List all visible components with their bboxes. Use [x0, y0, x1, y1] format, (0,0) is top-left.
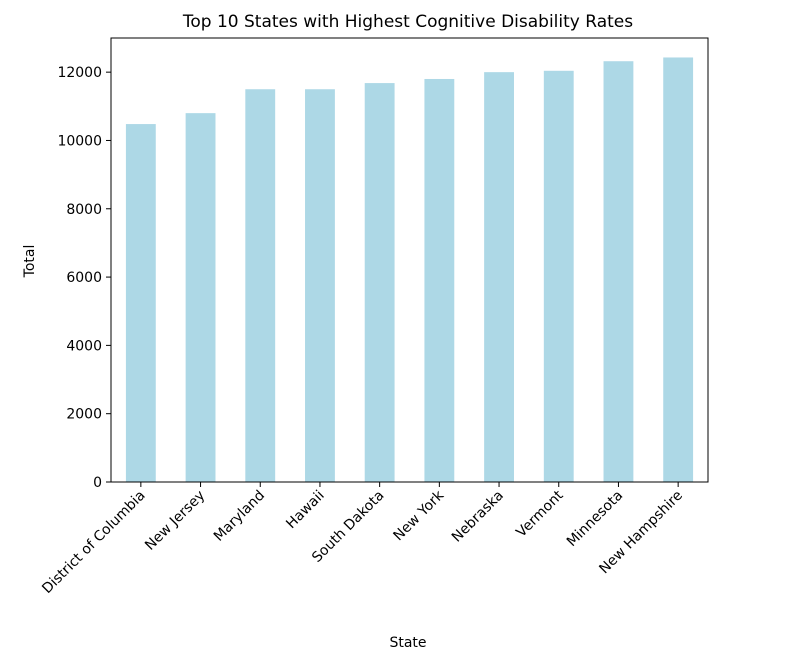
bar — [245, 89, 276, 482]
plot-frame — [110, 37, 709, 483]
x-tick-label: District of Columbia — [39, 488, 148, 597]
y-axis-label: Total — [22, 245, 38, 279]
y-tick-label: 4000 — [66, 338, 102, 354]
y-tick-label: 2000 — [66, 407, 102, 423]
bar — [185, 113, 216, 482]
bar — [125, 124, 156, 482]
x-tick-label: Maryland — [211, 488, 268, 545]
bar — [364, 83, 395, 482]
x-tick-label: Vermont — [513, 487, 567, 541]
x-tick-label: Nebraska — [449, 488, 507, 546]
y-tick-label: 12000 — [57, 65, 102, 81]
y-tick-label: 10000 — [57, 133, 102, 149]
plot-area: 0 2000 4000 6000 8000 10000 12000 District of C… — [39, 37, 709, 597]
x-axis-label: State — [389, 635, 426, 651]
y-tick-label: 0 — [93, 475, 102, 491]
x-tick-label: Hawaii — [283, 488, 327, 532]
y-tick-label: 8000 — [66, 202, 102, 218]
x-tick-label: Minnesota — [564, 488, 626, 550]
y-tick-label: 6000 — [66, 270, 102, 286]
x-tick-label: New York — [391, 487, 448, 544]
bar — [305, 89, 335, 482]
bar — [603, 61, 634, 482]
bar — [543, 70, 574, 482]
bar — [663, 57, 694, 482]
x-tick-label: New Jersey — [142, 488, 208, 554]
chart-title: Top 10 States with Highest Cognitive Dis… — [182, 12, 633, 32]
bar — [484, 72, 514, 483]
bar — [424, 78, 455, 482]
